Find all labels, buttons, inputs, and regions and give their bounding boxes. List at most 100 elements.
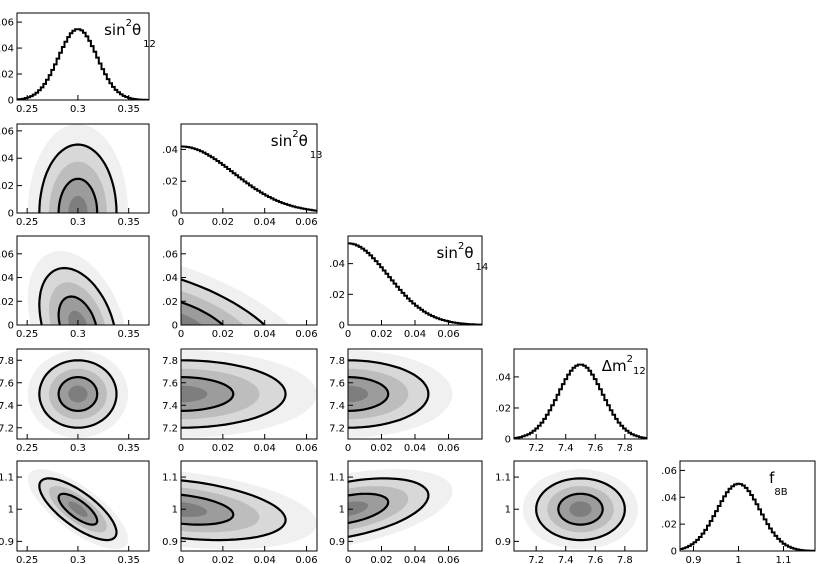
x-tick-label-s12: 0.35 bbox=[118, 555, 140, 564]
x-tick-label-s14: 0.06 bbox=[437, 329, 459, 340]
x-tick-label-s13: 0.02 bbox=[212, 443, 234, 454]
y-tick-label-f8b: .02 bbox=[661, 520, 677, 531]
x-tick-label-s12: 0.35 bbox=[118, 217, 140, 228]
parameter-label-dm12: Δm212 bbox=[602, 354, 646, 377]
x-tick-label-s14: 0.02 bbox=[370, 555, 392, 564]
histogram-s13 bbox=[181, 145, 317, 212]
y-tick-label-f8b: 1.1 bbox=[329, 473, 345, 484]
x-tick-label-s12: 0.25 bbox=[16, 443, 38, 454]
contour-1sigma bbox=[57, 295, 98, 325]
parameter-label-s14: sin2θ14 bbox=[436, 241, 488, 273]
y-tick-label-s13: .04 bbox=[0, 154, 14, 165]
y-tick-label-f8b: 1.1 bbox=[495, 473, 511, 484]
x-tick-label-s12: 0.3 bbox=[70, 555, 86, 564]
y-tick-label-f8b: 1.1 bbox=[0, 473, 14, 484]
x-tick-label-s13: 0.04 bbox=[254, 555, 276, 564]
y-tick-label-f8b: .06 bbox=[661, 466, 677, 477]
x-tick-label-dm12: 7.8 bbox=[617, 443, 633, 454]
x-tick-label-dm12: 7.6 bbox=[587, 443, 603, 454]
x-tick-label-s12: 0.3 bbox=[70, 104, 86, 115]
contour-frame bbox=[513, 460, 648, 552]
y-tick-label-s14: .02 bbox=[162, 297, 178, 308]
contour-1sigma bbox=[181, 493, 235, 526]
x-tick-label-s13: 0.06 bbox=[295, 443, 317, 454]
contour-2sigma bbox=[38, 477, 118, 542]
contour-frame bbox=[16, 460, 150, 552]
contour-panel-dm12-f8b: 7.2 7.4 7.6 7.8 0.9 1 1.1 bbox=[495, 460, 648, 564]
contour-panel-s13-f8b: 0 0.02 0.04 0.06 0.9 1 1.1 bbox=[162, 460, 318, 564]
y-tick-label-dm12: 7.4 bbox=[162, 401, 178, 412]
density-band bbox=[348, 501, 369, 517]
contour-panel-s14-dm12: 0 0.02 0.04 0.06 7.2 7.4 7.6 7.8 bbox=[329, 348, 483, 454]
histogram-panel-dm12: 7.2 7.4 7.6 7.8 0 .02 .04 Δm212 bbox=[495, 348, 648, 454]
parameter-label-f8b: f8B bbox=[769, 469, 788, 498]
density-band bbox=[348, 493, 389, 523]
contour-panel-s12-dm12: 0.25 0.3 0.35 7.2 7.4 7.6 7.8 bbox=[0, 348, 150, 454]
x-tick-label-s12: 0.25 bbox=[16, 329, 38, 340]
x-tick-label-s14: 0 bbox=[345, 555, 351, 564]
x-tick-label-s13: 0.06 bbox=[295, 555, 317, 564]
x-tick-label-s13: 0.02 bbox=[212, 329, 234, 340]
parameter-label-s12: sin2θ12 bbox=[104, 18, 156, 50]
y-tick-label-s12: .04 bbox=[0, 44, 14, 55]
contour-panel-s13-s14: 0 0.02 0.04 0.060.02.04.06 bbox=[162, 235, 318, 340]
contour-panel-s14-f8b: 0 0.02 0.04 0.06 0.9 1 1.1 bbox=[329, 460, 483, 564]
y-tick-label-s14: .04 bbox=[329, 259, 345, 270]
x-tick-label-s13: 0 bbox=[178, 217, 184, 228]
contour-panel-s12-s14: 0.25 0.3 0.35 0 .02 .04 .06 bbox=[0, 235, 150, 340]
density-band bbox=[68, 385, 88, 403]
y-tick-label-s14: .02 bbox=[329, 290, 345, 301]
density-band bbox=[569, 501, 592, 517]
contour-1sigma bbox=[57, 492, 99, 526]
y-tick-label-dm12: 7.4 bbox=[329, 401, 345, 412]
y-tick-label-dm12: .04 bbox=[495, 372, 511, 383]
x-tick-label-s14: 0.02 bbox=[370, 329, 392, 340]
x-tick-label-s14: 0 bbox=[345, 443, 351, 454]
x-tick-label-s13: 0.04 bbox=[254, 217, 276, 228]
y-tick-label-s14: .06 bbox=[0, 249, 14, 260]
x-tick-label-s12: 0.35 bbox=[118, 443, 140, 454]
y-tick-label-f8b: 0.9 bbox=[329, 537, 345, 548]
x-tick-label-s12: 0.3 bbox=[70, 217, 86, 228]
contour-frame bbox=[16, 123, 150, 214]
y-tick-label-s14: .04 bbox=[0, 273, 14, 284]
y-tick-label-dm12: 7.2 bbox=[162, 423, 178, 434]
x-tick-label-s13: 0.04 bbox=[254, 329, 276, 340]
x-tick-label-s14: 0.04 bbox=[404, 329, 426, 340]
contour-frame bbox=[16, 235, 150, 326]
y-tick-label-s12: .06 bbox=[0, 18, 14, 29]
y-tick-label-f8b: 0.9 bbox=[162, 537, 178, 548]
x-tick-label-f8b: 0.9 bbox=[686, 555, 702, 564]
contour-2sigma bbox=[348, 359, 430, 429]
parameter-label-s13: sin2θ13 bbox=[271, 129, 323, 161]
histogram-frame bbox=[513, 348, 648, 440]
x-tick-label-dm12: 7.2 bbox=[528, 443, 544, 454]
y-tick-label-dm12: 7.6 bbox=[162, 378, 178, 389]
contour-2sigma bbox=[38, 266, 116, 325]
contour-1sigma bbox=[57, 177, 99, 213]
x-tick-label-s13: 0.02 bbox=[212, 217, 234, 228]
x-tick-label-f8b: 1 bbox=[735, 555, 741, 564]
x-tick-label-s13: 0.06 bbox=[295, 329, 317, 340]
y-tick-label-dm12: 0 bbox=[505, 435, 511, 446]
contour-frame bbox=[16, 348, 150, 440]
x-tick-label-s12: 0.25 bbox=[16, 217, 38, 228]
x-tick-label-f8b: 1.1 bbox=[776, 555, 792, 564]
y-tick-label-dm12: 7.8 bbox=[162, 356, 178, 367]
contour-2sigma bbox=[348, 477, 430, 538]
density-band bbox=[181, 313, 202, 325]
contour-1sigma bbox=[348, 375, 390, 413]
x-tick-label-dm12: 7.2 bbox=[528, 555, 544, 564]
density-band bbox=[68, 501, 88, 517]
contour-frame bbox=[180, 348, 318, 440]
x-tick-label-s14: 0.04 bbox=[404, 555, 426, 564]
x-tick-label-s12: 0.25 bbox=[16, 104, 38, 115]
density-band bbox=[58, 296, 96, 325]
y-tick-label-s13: .02 bbox=[162, 177, 178, 188]
x-tick-label-s13: 0 bbox=[178, 443, 184, 454]
histogram-frame bbox=[679, 460, 816, 552]
x-tick-label-s13: 0 bbox=[178, 555, 184, 564]
y-tick-label-s14: 0 bbox=[172, 321, 178, 332]
